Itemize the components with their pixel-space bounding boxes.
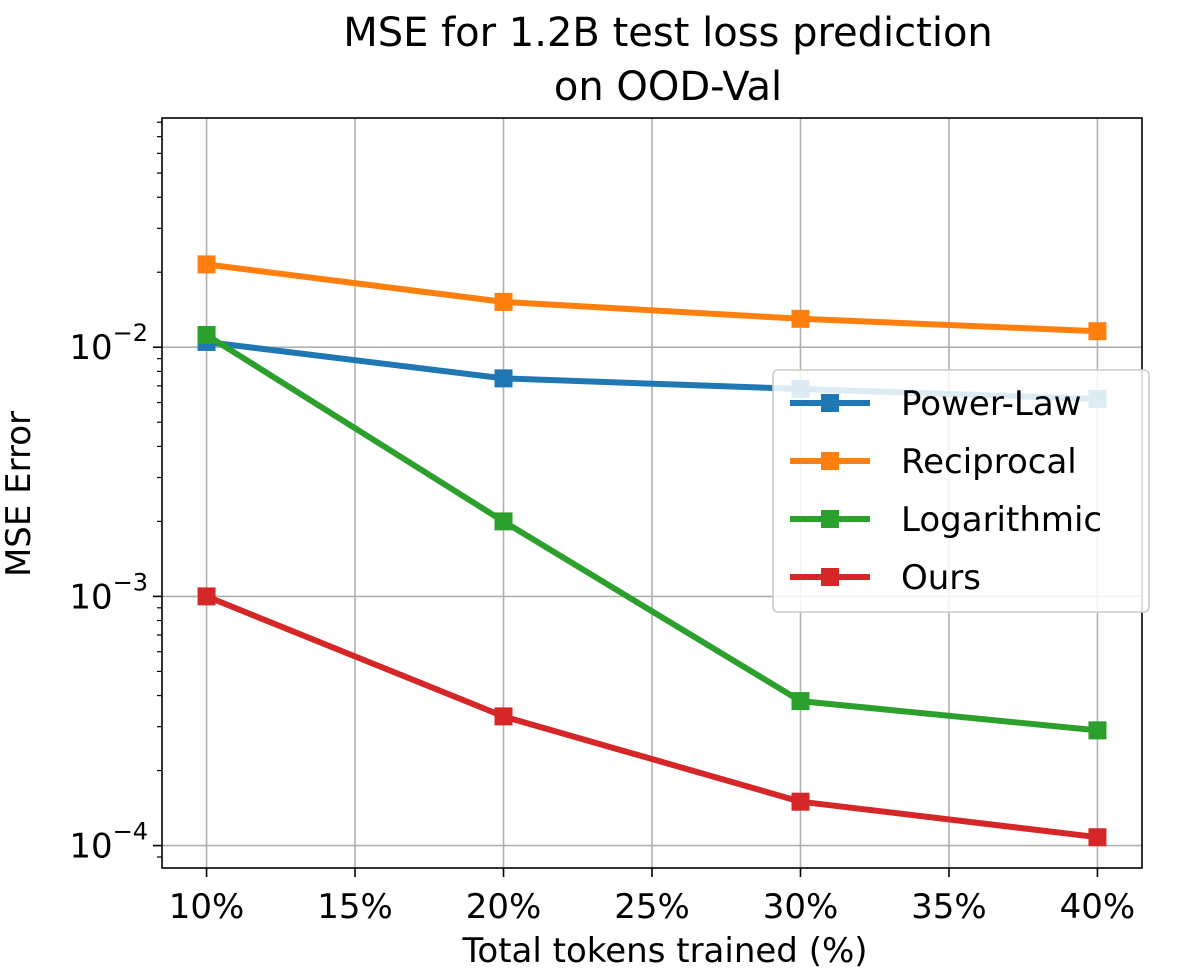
legend-box xyxy=(772,369,1150,613)
series-line xyxy=(203,332,1101,734)
y-axis-label: MSE Error xyxy=(0,411,39,577)
data-point xyxy=(494,512,513,531)
data-point xyxy=(494,707,513,726)
legend-marker xyxy=(821,394,839,412)
series-line xyxy=(203,593,1101,841)
legend-label: Power-Law xyxy=(901,384,1081,424)
y-tick-label: 10−2 xyxy=(69,319,148,368)
y-tick-exponent: −4 xyxy=(113,818,148,846)
x-axis: 10% 15% 20% 25% 30% 35% 40% xyxy=(169,868,1135,927)
series-reciprocal xyxy=(197,255,1107,341)
series-ours xyxy=(197,587,1107,847)
series-logarithmic xyxy=(197,325,1107,740)
chart-title-line-1: MSE for 1.2B test loss prediction xyxy=(343,10,993,56)
series-line xyxy=(203,261,1101,335)
data-point xyxy=(494,369,513,388)
data-point xyxy=(1088,828,1107,847)
x-tick-label: 25% xyxy=(614,887,690,927)
legend-label: Reciprocal xyxy=(901,442,1077,482)
x-tick-label: 20% xyxy=(466,887,542,927)
x-tick-label: 30% xyxy=(763,887,839,927)
legend-label: Logarithmic xyxy=(901,500,1102,540)
legend-marker xyxy=(821,452,839,470)
x-tick-label: 15% xyxy=(317,887,393,927)
legend-label: Ours xyxy=(901,558,981,598)
legend: Power-Law Reciprocal Logarithmic Ours xyxy=(772,369,1150,613)
data-point xyxy=(791,692,810,711)
data-point xyxy=(197,587,216,606)
legend-marker xyxy=(821,510,839,528)
legend-item: Reciprocal xyxy=(790,442,1077,482)
legend-item: Power-Law xyxy=(790,384,1081,424)
y-tick-label: 10−4 xyxy=(69,818,148,867)
data-point xyxy=(791,792,810,811)
data-point xyxy=(197,255,216,274)
data-point xyxy=(791,309,810,328)
legend-item: Logarithmic xyxy=(790,500,1102,540)
y-axis: 10−4 10−3 10−2 xyxy=(69,121,162,867)
legend-item: Ours xyxy=(790,558,981,598)
chart-title: MSE for 1.2B test loss prediction on OOD… xyxy=(343,10,993,110)
x-axis-label: Total tokens trained (%) xyxy=(461,931,867,971)
x-tick-label: 10% xyxy=(169,887,245,927)
y-tick-exponent: −2 xyxy=(113,319,148,347)
x-tick-label: 35% xyxy=(911,887,987,927)
series-layer xyxy=(197,255,1107,847)
y-tick-exponent: −3 xyxy=(113,568,148,596)
chart-title-line-2: on OOD-Val xyxy=(554,64,782,110)
data-point xyxy=(197,325,216,344)
legend-marker xyxy=(821,568,839,586)
data-point xyxy=(1088,721,1107,740)
y-tick-label: 10−3 xyxy=(69,568,148,617)
data-point xyxy=(1088,322,1107,341)
data-point xyxy=(494,292,513,311)
x-tick-label: 40% xyxy=(1060,887,1136,927)
